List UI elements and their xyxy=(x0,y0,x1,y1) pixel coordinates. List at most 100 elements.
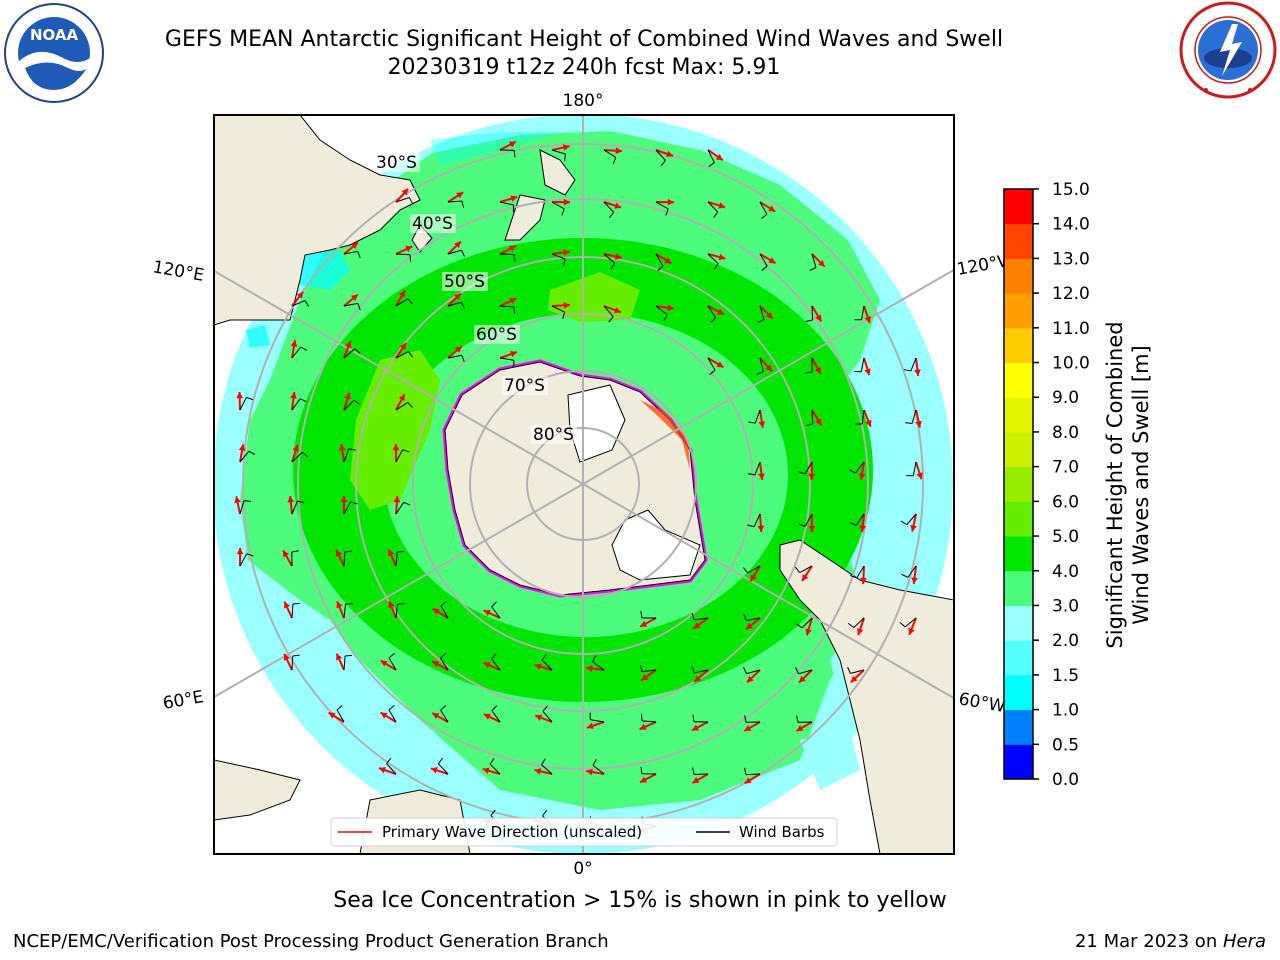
wave-arrow-head xyxy=(815,314,822,322)
wind-barb-flag xyxy=(639,664,643,672)
wind-barb-flag xyxy=(692,714,695,722)
wind-barb-flag xyxy=(490,809,496,816)
wind-barb-flag xyxy=(489,758,495,765)
wind-barb-flag xyxy=(849,522,857,526)
wind-barb xyxy=(855,513,865,526)
wind-barb xyxy=(343,348,355,359)
wind-barb xyxy=(343,302,358,307)
colorbar-segment xyxy=(1004,744,1033,780)
colorbar-segment xyxy=(1004,189,1033,225)
wind-barb xyxy=(395,298,409,307)
wave-arrow-head xyxy=(296,291,304,299)
wind-barb xyxy=(551,149,566,155)
wind-barb-flag xyxy=(691,666,695,674)
colorbar-segment xyxy=(1004,397,1033,433)
wave-arrow-head xyxy=(236,392,244,399)
wind-barb-flag xyxy=(408,197,414,204)
wind-barb-flag xyxy=(608,316,614,323)
wave-arrow-head xyxy=(746,622,753,630)
colorbar-tick-label: 2.0 xyxy=(1052,631,1079,651)
wind-barb xyxy=(811,305,814,321)
wind-barb-flag xyxy=(744,715,747,723)
wind-barb-flag xyxy=(708,162,715,168)
wind-barb-flag xyxy=(291,550,299,553)
wind-barb-flag xyxy=(640,766,643,774)
wind-barb xyxy=(655,201,669,210)
wave-arrow-head xyxy=(454,346,462,353)
wave-arrow-head xyxy=(640,620,648,627)
wave-arrow-head xyxy=(639,723,647,730)
wind-barb xyxy=(759,305,765,320)
wave-arrow-head xyxy=(534,663,542,670)
wind-barb-flag xyxy=(562,311,566,319)
wind-barb xyxy=(395,502,405,515)
wind-barb-flag xyxy=(610,262,616,270)
wind-barb xyxy=(707,253,719,264)
wind-barb xyxy=(395,604,399,619)
wind-barb xyxy=(592,661,605,671)
wave-arrow-head xyxy=(908,627,915,635)
wave-arrow-head xyxy=(857,628,864,636)
lat-label: 80°S xyxy=(533,425,574,445)
wave-arrow-head xyxy=(758,473,765,480)
wind-barb xyxy=(694,669,709,674)
landmass-madagascar xyxy=(214,759,301,821)
wave-arrow-head xyxy=(715,153,723,161)
wave-arrow-head xyxy=(336,601,343,609)
wind-barb xyxy=(491,606,501,619)
wind-barb xyxy=(291,346,302,359)
wind-barb-flag xyxy=(747,473,755,476)
colorbar-label-line-1: Significant Height of Combined xyxy=(1103,321,1127,649)
wave-arrow-head xyxy=(718,253,726,261)
colorbar-segment xyxy=(1004,466,1033,502)
wind-barb xyxy=(388,657,397,671)
wind-barb xyxy=(603,253,615,264)
colorbar-segment xyxy=(1004,605,1033,641)
wave-arrow-head xyxy=(336,653,343,661)
wind-barb xyxy=(343,448,350,463)
graticule xyxy=(214,115,954,854)
colorbar-tick-label: 5.0 xyxy=(1052,527,1079,547)
lon-label-120e: 120°E xyxy=(151,257,205,286)
wind-barb-flag xyxy=(246,397,254,401)
wind-barb-flag xyxy=(388,705,395,711)
colorbar-segment xyxy=(1004,431,1033,468)
wind-barb xyxy=(551,201,565,210)
wave-arrow-head xyxy=(586,722,594,729)
colorbar-tick-label: 10.0 xyxy=(1052,354,1090,374)
wind-barb-flag xyxy=(805,423,813,427)
wind-barb xyxy=(912,461,917,476)
landmass-nz-south xyxy=(504,194,546,241)
wave-arrow-head xyxy=(614,202,622,209)
wave-arrow-head xyxy=(454,241,461,249)
wave-arrow-head xyxy=(510,195,518,202)
wind-barb xyxy=(642,720,657,723)
wind-barb-flag xyxy=(438,757,444,765)
wave-arrow-head xyxy=(345,341,352,349)
wind-barb xyxy=(811,409,814,425)
wind-barb xyxy=(655,305,668,315)
colorbar-segment xyxy=(1004,293,1033,329)
wind-barb-flag xyxy=(710,317,716,323)
wind-barb-flag xyxy=(640,713,643,721)
wind-barb-flag xyxy=(805,371,813,374)
colorbar-segment xyxy=(1004,501,1033,537)
wind-barb-flag xyxy=(541,758,546,765)
colorbar-tick-label: 0.0 xyxy=(1052,770,1079,790)
wave-arrow-head xyxy=(911,577,918,584)
wind-barb-flag xyxy=(344,550,352,553)
colorbar-frame xyxy=(1003,188,1034,780)
wave-arrow-head xyxy=(454,293,461,301)
wind-barb xyxy=(447,200,463,203)
wave-arrow-head xyxy=(640,776,648,783)
colorbar-tick-label: 15.0 xyxy=(1052,180,1090,200)
wind-barb xyxy=(906,513,917,525)
wind-barb-flag xyxy=(461,355,465,362)
wave-arrow-head xyxy=(562,144,570,151)
wave-arrow-head xyxy=(401,188,409,196)
wind-barb xyxy=(239,450,250,463)
colorbar-label-line-2: Wind Waves and Swell [m] xyxy=(1129,345,1153,625)
wind-barb-flag xyxy=(850,574,857,579)
wind-barb xyxy=(395,449,404,463)
wave-arrow-head xyxy=(586,768,593,776)
